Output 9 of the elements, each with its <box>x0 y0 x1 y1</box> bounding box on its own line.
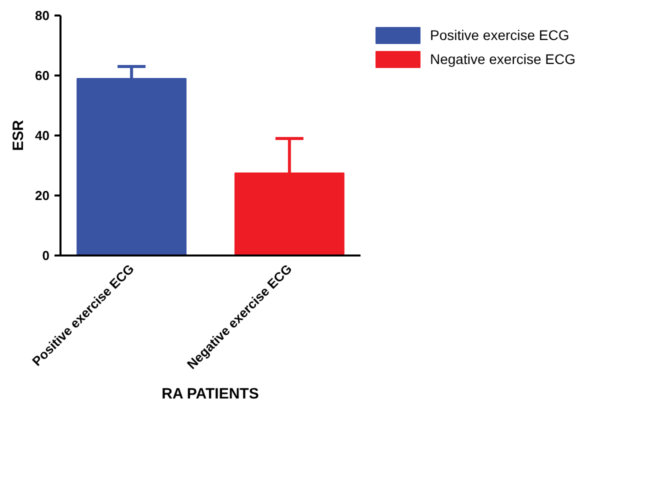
y-tick-label: 0 <box>42 248 50 263</box>
legend-label: Positive exercise ECG <box>430 27 570 43</box>
y-tick-label: 20 <box>35 188 50 203</box>
y-tick-label: 60 <box>35 68 50 83</box>
legend-label: Negative exercise ECG <box>430 51 576 67</box>
x-axis-title: RA PATIENTS <box>162 385 259 402</box>
y-tick-label: 40 <box>35 128 50 143</box>
y-axis-title: ESR <box>10 120 28 151</box>
y-tick-label: 80 <box>35 8 50 23</box>
